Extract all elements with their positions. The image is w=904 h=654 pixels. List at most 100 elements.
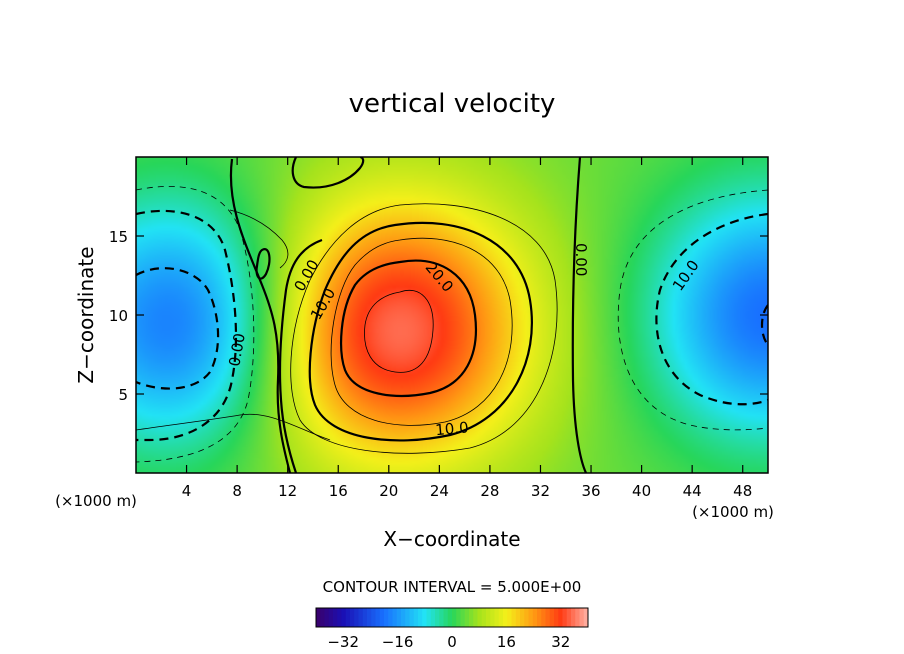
- colorbar-stripe: [388, 608, 393, 627]
- colorbar-stripe: [350, 608, 355, 627]
- colorbar-stripe: [367, 608, 372, 627]
- x-unit-right: (×1000 m): [692, 503, 774, 521]
- colorbar-stripe: [413, 608, 419, 627]
- colorbar-stripe: [554, 608, 559, 627]
- colorbar-stripe: [511, 608, 517, 627]
- contour-zero-left-b: [278, 238, 323, 473]
- colorbar-stripe: [439, 608, 444, 627]
- colorbar-stripe: [354, 608, 359, 627]
- contour-label: 0.00: [572, 243, 590, 276]
- colorbar-stripe: [409, 608, 415, 627]
- colorbar-stripe: [435, 608, 440, 627]
- x-tick-label: 36: [581, 482, 600, 500]
- colorbar-stripe: [328, 608, 334, 627]
- contour-neg-5-right: [617, 189, 768, 431]
- x-tick-label: 32: [531, 482, 550, 500]
- x-tick-label: 12: [278, 482, 297, 500]
- colorbar-tick-label: −16: [382, 633, 414, 651]
- colorbar-stripe: [443, 608, 449, 627]
- colorbar-stripe: [545, 608, 551, 627]
- colorbar-ticks: −32 −16 0 16 32: [327, 633, 570, 651]
- contour-thin-lower: [136, 413, 331, 441]
- contour-neg-20-left: [136, 267, 220, 390]
- colorbar-stripe: [452, 608, 457, 627]
- x-tick-label: 28: [480, 482, 499, 500]
- x-tick-label: 16: [329, 482, 348, 500]
- colorbar-stripe: [333, 608, 338, 627]
- contour-neg-10-right: [655, 212, 768, 406]
- colorbar-stripe: [430, 608, 436, 627]
- colorbar-stripe: [494, 608, 500, 627]
- colorbar-stripe: [562, 608, 568, 627]
- colorbar-stripe: [515, 608, 521, 627]
- colorbar-stripe: [528, 608, 534, 627]
- colorbar-stripe: [524, 608, 529, 627]
- colorbar-stripe: [337, 608, 342, 627]
- colorbar-tick-label: 32: [551, 633, 570, 651]
- contour-label: 10.0: [435, 418, 470, 439]
- contour-zero-top: [291, 157, 365, 189]
- contour-thin-wiggle: [229, 209, 289, 269]
- x-tick-label: 48: [733, 482, 752, 500]
- colorbar-stripe: [566, 608, 572, 627]
- y-tick-label: 15: [109, 228, 128, 246]
- colorbar-stripe: [571, 608, 576, 627]
- contour-neg-5-left: [136, 186, 255, 463]
- colorbar-stripe: [447, 608, 453, 627]
- y-tick-label: 10: [109, 307, 128, 325]
- colorbar-stripe: [583, 608, 589, 627]
- colorbar-stripe: [575, 608, 580, 627]
- chart-title: vertical velocity: [349, 89, 556, 119]
- colorbar-stripe: [362, 608, 368, 627]
- x-tick-label: 24: [430, 482, 449, 500]
- y-axis-title: Z−coordinate: [74, 246, 98, 383]
- colorbar-stripe: [320, 608, 325, 627]
- colorbar-stripe: [498, 608, 504, 627]
- colorbar-stripe: [456, 608, 461, 627]
- colorbar-stripe: [477, 608, 483, 627]
- x-unit-left: (×1000 m): [55, 492, 137, 510]
- contour-label: 0.00: [225, 332, 249, 368]
- colorbar-stripe: [384, 608, 389, 627]
- contour-lines: [136, 157, 768, 473]
- colorbar-stripe: [418, 608, 423, 627]
- colorbar-stripe: [503, 608, 508, 627]
- colorbar-stripe: [490, 608, 495, 627]
- colorbar-stripe: [481, 608, 487, 627]
- colorbar-stripes: [315, 607, 589, 628]
- colorbar-stripe: [396, 608, 402, 627]
- colorbar-stripe: [422, 608, 427, 627]
- colorbar-stripe: [549, 608, 555, 627]
- colorbar-stripe: [507, 608, 512, 627]
- contour-5: [290, 203, 558, 454]
- y-axis-ticks: 5 10 15: [109, 228, 768, 404]
- contour-25: [364, 290, 434, 373]
- contour-zero-right: [571, 157, 588, 473]
- x-tick-label: 40: [632, 482, 651, 500]
- contour-20: [340, 259, 477, 397]
- colorbar-stripe: [426, 608, 432, 627]
- colorbar-stripe: [401, 608, 406, 627]
- colorbar-stripe: [473, 608, 478, 627]
- contour-10: [308, 221, 533, 442]
- colorbar-stripe: [324, 608, 330, 627]
- colorbar-stripe: [464, 608, 470, 627]
- x-axis-title: X−coordinate: [383, 527, 520, 551]
- colorbar-tick-label: −32: [327, 633, 359, 651]
- colorbar-stripe: [405, 608, 410, 627]
- contour-neg-10-left: [136, 209, 238, 442]
- colorbar-stripe: [469, 608, 474, 627]
- contour-15: [330, 237, 513, 426]
- contour-zero-left: [229, 158, 292, 473]
- colorbar-tick-label: 0: [447, 633, 457, 651]
- contour-interval-text: CONTOUR INTERVAL = 5.000E+00: [323, 578, 582, 596]
- colorbar-tick-label: 16: [497, 633, 516, 651]
- y-tick-label: 5: [118, 386, 128, 404]
- colorbar-stripe: [558, 608, 563, 627]
- colorbar-stripe: [345, 608, 351, 627]
- x-tick-label: 20: [379, 482, 398, 500]
- colorbar-stripe: [341, 608, 347, 627]
- colorbar-stripe: [379, 608, 385, 627]
- colorbar-stripe: [537, 608, 542, 627]
- colorbar-stripe: [358, 608, 364, 627]
